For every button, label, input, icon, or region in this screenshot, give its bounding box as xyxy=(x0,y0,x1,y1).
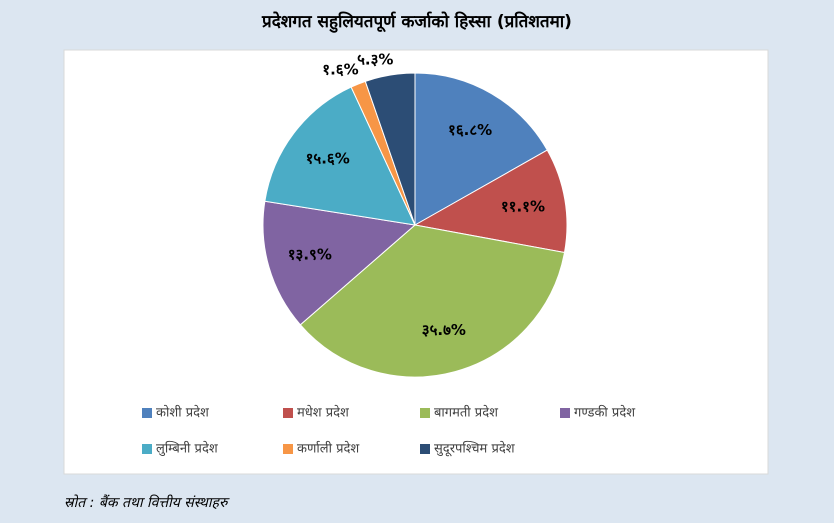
pie-slice xyxy=(364,72,416,226)
legend-label: कोशी प्रदेश xyxy=(156,405,210,421)
value-label: १५.६% xyxy=(306,150,350,168)
value-label: १६.८% xyxy=(448,121,492,139)
legend-swatch xyxy=(283,444,293,454)
value-label: ११.१% xyxy=(501,197,545,215)
legend-swatch xyxy=(142,408,152,418)
legend-swatch xyxy=(420,408,430,418)
legend-swatch xyxy=(420,444,430,454)
legend-label: लुम्बिनी प्रदेश xyxy=(156,441,219,457)
pie-slice xyxy=(299,224,566,378)
pie-slice xyxy=(264,86,416,226)
legend-swatch xyxy=(283,408,293,418)
pie-slice xyxy=(414,72,548,226)
value-label: ५.३% xyxy=(357,51,393,69)
legend-swatch xyxy=(560,408,570,418)
legend-label: बागमती प्रदेश xyxy=(434,405,499,421)
value-label: ३५.७% xyxy=(422,321,466,339)
pie-slice xyxy=(262,200,417,326)
source-note: स्रोत : बैंक तथा वित्तीय संस्थाहरु xyxy=(64,494,230,511)
legend-label: कर्णाली प्रदेश xyxy=(297,441,360,457)
value-label: १३.९% xyxy=(288,246,332,264)
legend-swatch xyxy=(142,444,152,454)
legend-label: सुदूरपश्चिम प्रदेश xyxy=(434,441,516,457)
value-label: १.६% xyxy=(322,60,358,78)
legend-label: मधेश प्रदेश xyxy=(297,405,350,421)
pie-slice xyxy=(413,149,568,254)
chart-title: प्रदेशगत सहुलियतपूर्ण कर्जाको हिस्सा (प्… xyxy=(261,11,572,33)
legend-label: गण्डकी प्रदेश xyxy=(574,405,636,421)
